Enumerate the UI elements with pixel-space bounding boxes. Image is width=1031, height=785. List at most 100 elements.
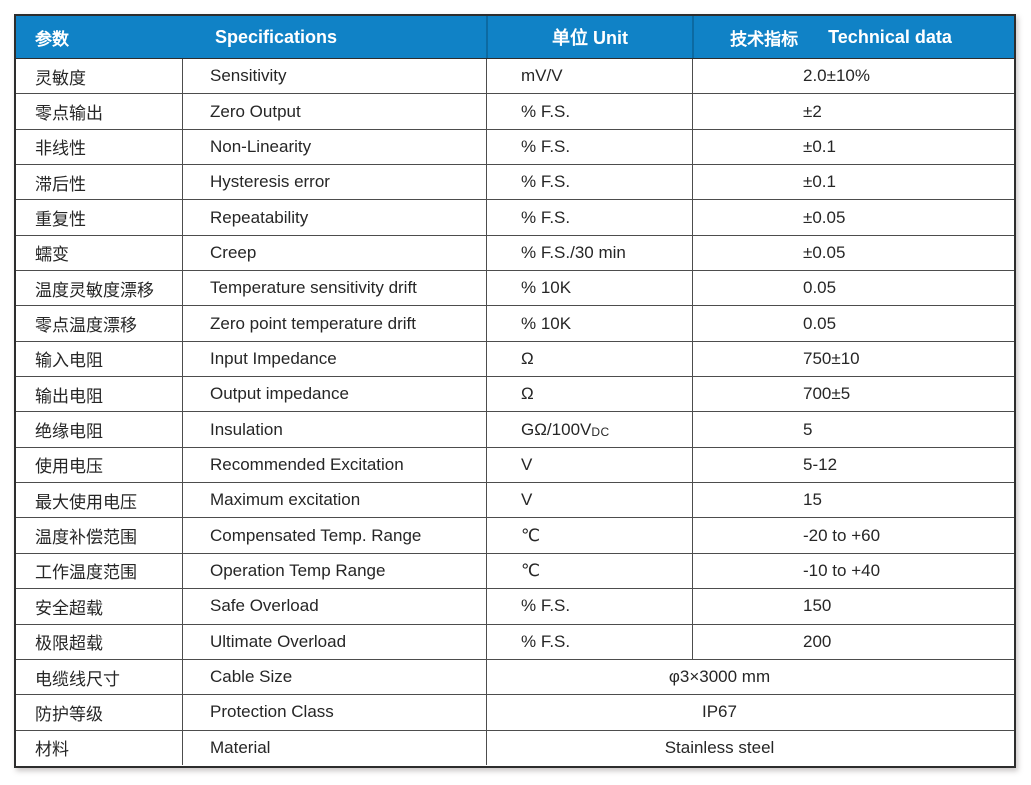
param-cell: 温度补偿范围 [35,528,137,548]
value-cell: 750±10 [692,341,1014,377]
unit-cell: GΩ/100V DC [486,412,692,447]
unit-text: % F.S. [521,101,571,121]
table-row: 温度灵敏度漂移 Temperature sensitivity drift % 10… [16,270,1014,306]
value-cell: -20 to +60 [692,518,1014,553]
spec-cell: Sensitivity [182,59,486,94]
unit-text: Ω [521,348,534,368]
unit-text: % F.S. [521,596,571,616]
header-unit-label: 单位 Unit [486,16,692,58]
spec-cell: Output impedance [182,377,486,412]
header-tech-cn-label: 技术指标 [730,29,799,49]
value-cell: 0.05 [692,271,1014,306]
param-cell: 灵敏度 [35,68,86,88]
unit-cell: % F.S./30 min [486,235,692,271]
table-row: 滞后性 Hysteresis error % F.S. ±0.1 [16,164,1014,200]
table-row: 灵敏度 Sensitivity mV/V 2.0±10% [16,59,1014,94]
param-cell: 非线性 [35,139,86,159]
unit-cell: % F.S. [486,129,692,165]
param-cell: 温度灵敏度漂移 [35,280,154,300]
spec-cell: Temperature sensitivity drift [182,271,486,306]
unit-text: % F.S. [521,136,571,156]
spec-cell: Safe Overload [182,589,486,624]
unit-cell: Ω [486,377,692,412]
unit-cell: % 10K [486,306,692,341]
table-row: 输出电阻 Output impedance Ω 700±5 [16,376,1014,412]
param-cell: 安全超载 [35,598,103,618]
unit-text: Ω [521,384,534,404]
table-row: 工作温度范围 Operation Temp Range ℃ -10 to +40 [16,552,1014,589]
header-technical-data-cell: 技术指标 Technical data [692,16,1014,58]
spec-cell: Maximum excitation [182,483,486,518]
param-cell: 材料 [35,740,69,760]
param-cell: 零点温度漂移 [35,316,137,336]
table-row: 材料 Material Stainless steel [16,729,1014,765]
unit-cell: % F.S. [486,200,692,235]
merged-value-cell: IP67 [486,695,1014,730]
spec-cell: Cable Size [182,659,486,695]
unit-cell: ℃ [486,518,692,553]
spec-cell: Insulation [182,412,486,447]
table-row: 绝缘电阻 Insulation GΩ/100V DC 5 [16,411,1014,447]
spec-cell: Material [182,730,486,765]
unit-text: V [521,454,533,474]
unit-text: % F.S. [521,207,571,227]
param-cell: 输入电阻 [35,351,103,371]
table-row: 零点输出 Zero Output % F.S. ±2 [16,93,1014,129]
value-cell: ±0.05 [692,235,1014,271]
unit-text: % 10K [521,278,572,298]
spec-cell: Operation Temp Range [182,553,486,589]
unit-cell: % F.S. [486,165,692,200]
table-row: 使用电压 Recommended Excitation V 5-12 [16,446,1014,483]
unit-cell: ℃ [486,553,692,589]
merged-value-cell: φ3×3000 mm [486,659,1014,695]
spec-cell: Zero Output [182,94,486,129]
unit-text: V [521,490,533,510]
unit-cell: % F.S. [486,589,692,624]
table-row: 安全超载 Safe Overload % F.S. 150 [16,588,1014,624]
table-row: 温度补偿范围 Compensated Temp. Range ℃ -20 to +60 [16,517,1014,553]
table-row: 防护等级 Protection Class IP67 [16,694,1014,730]
merged-value-cell: Stainless steel [486,730,1014,765]
table-row: 蠕变 Creep % F.S./30 min ±0.05 [16,234,1014,271]
value-cell: ±0.1 [692,129,1014,165]
unit-text: % F.S. [521,172,571,192]
unit-cell: mV/V [486,59,692,94]
param-cell: 滞后性 [35,174,86,194]
param-cell: 输出电阻 [35,386,103,406]
unit-cell: % F.S. [486,624,692,659]
table-row: 最大使用电压 Maximum excitation V 15 [16,482,1014,518]
unit-text: ℃ [521,525,541,545]
spec-cell: Recommended Excitation [182,447,486,483]
header-tech-en-label: Technical data [828,26,952,47]
value-cell: 5 [692,412,1014,447]
param-cell: 蠕变 [35,245,69,265]
param-cell: 电缆线尺寸 [35,669,120,689]
value-cell: 200 [692,624,1014,659]
unit-cell: % 10K [486,271,692,306]
value-cell: ±2 [692,94,1014,129]
param-cell: 工作温度范围 [35,563,137,583]
unit-cell: V [486,447,692,483]
spec-cell: Creep [182,235,486,271]
spec-cell: Hysteresis error [182,165,486,200]
table-body: 灵敏度 Sensitivity mV/V 2.0±10% 零点输出 Zero Output… [16,59,1014,765]
value-cell: 5-12 [692,447,1014,483]
param-cell: 重复性 [35,210,86,230]
value-cell: -10 to +40 [692,553,1014,589]
param-cell: 防护等级 [35,704,103,724]
unit-cell: V [486,483,692,518]
spec-cell: Protection Class [182,695,486,730]
table-row: 输入电阻 Input Impedance Ω 750±10 [16,340,1014,377]
table-row: 重复性 Repeatability % F.S. ±0.05 [16,199,1014,235]
unit-cell: Ω [486,341,692,377]
spec-table: 参数 Specifications 单位 Unit 技术指标 Technical… [14,14,1016,768]
table-header: 参数 Specifications 单位 Unit 技术指标 Technical… [16,16,1014,59]
table-row: 非线性 Non-Linearity % F.S. ±0.1 [16,128,1014,165]
value-cell: 700±5 [692,377,1014,412]
unit-cell: % F.S. [486,94,692,129]
spec-cell: Zero point temperature drift [182,306,486,341]
table-row: 极限超载 Ultimate Overload % F.S. 200 [16,623,1014,659]
table-row: 零点温度漂移 Zero point temperature drift % 10K 0… [16,305,1014,341]
unit-text: % F.S. [521,631,571,651]
header-param-spec-cell: 参数 Specifications [16,16,486,58]
